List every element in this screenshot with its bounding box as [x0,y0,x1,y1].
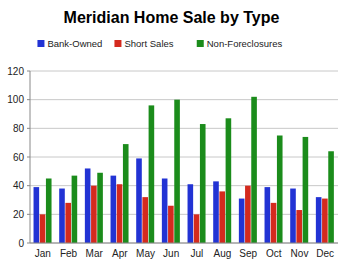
bar [162,179,168,244]
bar [117,184,123,243]
bar [65,203,71,243]
bar [290,189,296,243]
bar [72,176,78,243]
x-tick-label: Oct [266,248,282,259]
legend: Bank-Owned Short Sales Non-Foreclosures [37,38,282,49]
bar [136,158,142,243]
x-tick-label: Jun [163,248,179,259]
bar [149,105,155,243]
bar [277,136,283,244]
y-tick-label: 80 [13,123,25,134]
bar [97,173,103,243]
bar [213,181,219,243]
y-tick-label: 20 [13,209,25,220]
grid-line [30,157,338,158]
bar [303,137,309,243]
x-tick-label: Apr [112,248,128,259]
bar [316,197,322,243]
grid-line [30,99,338,100]
legend-label: Bank-Owned [47,38,102,49]
bar [168,206,174,243]
bar [226,118,232,243]
grid-line [30,243,338,244]
bar [194,214,200,243]
legend-swatch [37,40,44,47]
x-tick-label: Mar [86,248,104,259]
legend-swatch [114,40,121,47]
bar [200,124,206,243]
x-axis [30,243,338,244]
bar [188,184,194,243]
x-tick-label: Jan [35,248,51,259]
legend-label: Short Sales [124,38,173,49]
y-tick-label: 0 [18,238,24,249]
legend-swatch [197,40,204,47]
bar [46,179,52,244]
x-tick-label: Feb [60,248,78,259]
legend-label: Non-Foreclosures [207,38,283,49]
x-tick-label: Dec [316,248,334,259]
bar [322,199,328,243]
bar [239,199,245,243]
bar [219,191,225,243]
title: Meridian Home Sale by Type [64,9,280,26]
bar [296,210,302,243]
bar [34,187,40,243]
chart: Meridian Home Sale by Type 0 20 40 60 80 100 12… [0,0,343,267]
grid-line [30,128,338,129]
bar [40,214,46,243]
bar [59,189,65,243]
bar [328,151,334,243]
y-axis [30,71,31,243]
y-tick-label: 60 [13,152,25,163]
y-tick-label: 100 [7,94,24,105]
y-tick-label: 40 [13,180,25,191]
x-tick-label: Nov [291,248,309,259]
grid-line [30,71,338,72]
bar [271,203,277,243]
bar [142,197,148,243]
bar [91,186,97,243]
bar [85,168,91,243]
bar [174,100,180,243]
x-tick-label: Sep [239,248,257,259]
bar [245,186,251,243]
bars [34,97,334,243]
x-tick-label: May [136,248,155,259]
x-tick-label: Jul [190,248,203,259]
bar [123,144,129,243]
bar [251,97,257,243]
bar [265,187,271,243]
bar [111,176,117,243]
y-tick-label: 120 [7,66,24,77]
x-tick-label: Aug [214,248,232,259]
